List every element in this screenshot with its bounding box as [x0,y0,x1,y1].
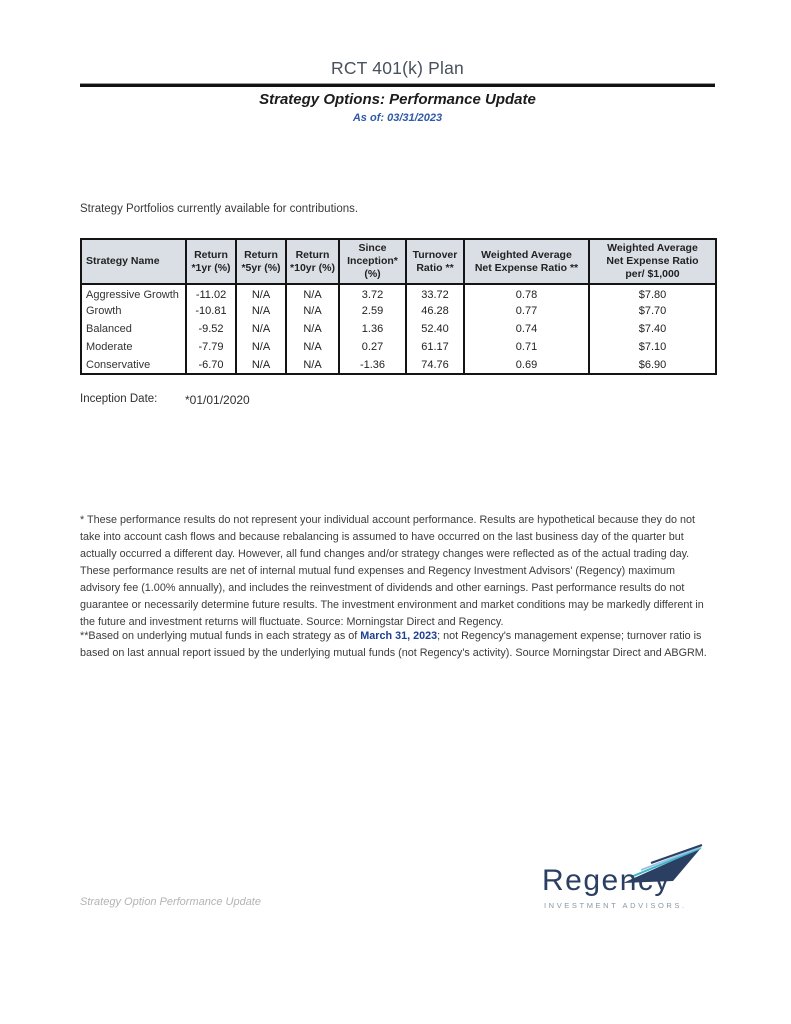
value-cell: 0.78 [463,284,589,302]
page-subtitle: Strategy Options: Performance Update [259,91,536,108]
value-cell: $7.10 [588,338,716,356]
strategy-name-cell: Moderate [86,341,133,353]
table-body: Aggressive Growth -11.02 N/A N/A 3.72 33.72 0.… [81,284,716,374]
value-cell: $7.40 [588,320,716,338]
inception-date-label: Inception Date: [80,393,158,405]
value-cell: 0.77 [463,302,589,320]
performance-table: Strategy Name Return *1yr (%) Return *5y… [80,238,717,375]
value-cell: 0.27 [338,338,406,356]
disclaimer-2-text-after: ; not Regency's management expense; turn… [80,630,707,659]
as-of-date: As of: 03/31/2023 [352,112,443,124]
strategy-name-cell: Growth [86,305,122,317]
value-cell: -1.36 [338,356,406,374]
strategy-name-cell: Conservative [86,358,151,371]
value-cell: 61.17 [405,338,464,356]
title-divider-rule [80,83,715,87]
column-header-weighted-avg-ner: Weighted Average Net Expense Ratio ** [463,239,589,285]
value-cell: $7.80 [588,284,716,302]
logo-swoosh-icon [623,844,703,883]
column-header-strategy-name: Strategy Name [81,239,186,285]
value-cell: N/A [235,338,286,356]
value-cell: N/A [235,284,286,302]
table-row: Aggressive Growth -11.02 N/A N/A 3.72 33.72 0.… [81,284,716,302]
table-row: Balanced -9.52 N/A N/A 1.36 52.40 0.74 $7.40 [81,320,716,338]
value-cell: 0.71 [463,338,589,356]
value-cell: 46.28 [405,302,464,320]
column-header-since-inception: Since Inception* (%) [338,239,406,285]
value-cell: -6.70 [185,356,236,374]
value-cell: 52.40 [405,320,464,338]
table-header-row: Strategy Name Return *1yr (%) Return *5y… [81,239,716,285]
value-cell: N/A [285,302,339,320]
disclaimer-paragraph-1: * These performance results do not repre… [80,514,704,628]
value-cell: 0.69 [463,356,589,374]
value-cell: N/A [235,302,286,320]
table-row: Moderate -7.79 N/A N/A 0.27 61.17 0.71 $7.10 [81,338,716,356]
performance-table-container: Strategy Name Return *1yr (%) Return *5y… [80,238,717,375]
inception-date-value: *01/01/2020 [185,393,250,407]
value-cell: 1.36 [338,320,406,338]
table-row: Conservative -6.70 N/A N/A -1.36 74.76 0.69 $6.… [81,356,716,374]
value-cell: N/A [235,356,286,374]
value-cell: 0.74 [463,320,589,338]
value-cell: -10.81 [185,302,236,320]
value-cell: N/A [285,356,339,374]
regency-logo: Regency INVESTMENT ADVISORS. [540,843,710,915]
disclaimer-2-date: March 31, 2023 [360,630,438,642]
value-cell: $6.90 [588,356,716,374]
inception-date-row: Inception Date: *01/01/2020 [80,393,715,407]
value-cell: -9.52 [185,320,236,338]
value-cell: N/A [285,338,339,356]
disclaimer-paragraph-2: **Based on underlying mutual funds in ea… [80,628,715,662]
column-header-return-10yr: Return *10yr (%) [285,239,339,285]
value-cell: N/A [285,320,339,338]
column-header-turnover-ratio: Turnover Ratio ** [405,239,464,285]
table-header: Strategy Name Return *1yr (%) Return *5y… [81,239,716,285]
column-header-return-1yr: Return *1yr (%) [185,239,236,285]
value-cell: N/A [235,320,286,338]
intro-text: Strategy Portfolios currently available … [80,203,359,215]
document-header: RCT 401(k) Plan Strategy Options: Perfor… [80,58,715,124]
column-header-weighted-avg-ner-per-1000: Weighted Average Net Expense Ratio per/ … [588,239,716,285]
value-cell: 3.72 [338,284,406,302]
value-cell: $7.70 [588,302,716,320]
value-cell: -11.02 [185,284,236,302]
logo-tagline: INVESTMENT ADVISORS. [544,901,687,910]
column-header-return-5yr: Return *5yr (%) [235,239,286,285]
disclaimer-2-text-before: **Based on underlying mutual funds in ea… [80,630,361,642]
strategy-name-cell: Aggressive Growth [86,288,179,301]
table-row: Growth -10.81 N/A N/A 2.59 46.28 0.77 $7.70 [81,302,716,320]
value-cell: 33.72 [405,284,464,302]
footer-document-name: Strategy Option Performance Update [80,896,261,908]
value-cell: 2.59 [338,302,406,320]
logo-wordmark: Regency [542,864,671,897]
value-cell: -7.79 [185,338,236,356]
value-cell: 74.76 [405,356,464,374]
strategy-name-cell: Balanced [86,323,132,335]
value-cell: N/A [285,284,339,302]
page-title: RCT 401(k) Plan [330,58,464,78]
